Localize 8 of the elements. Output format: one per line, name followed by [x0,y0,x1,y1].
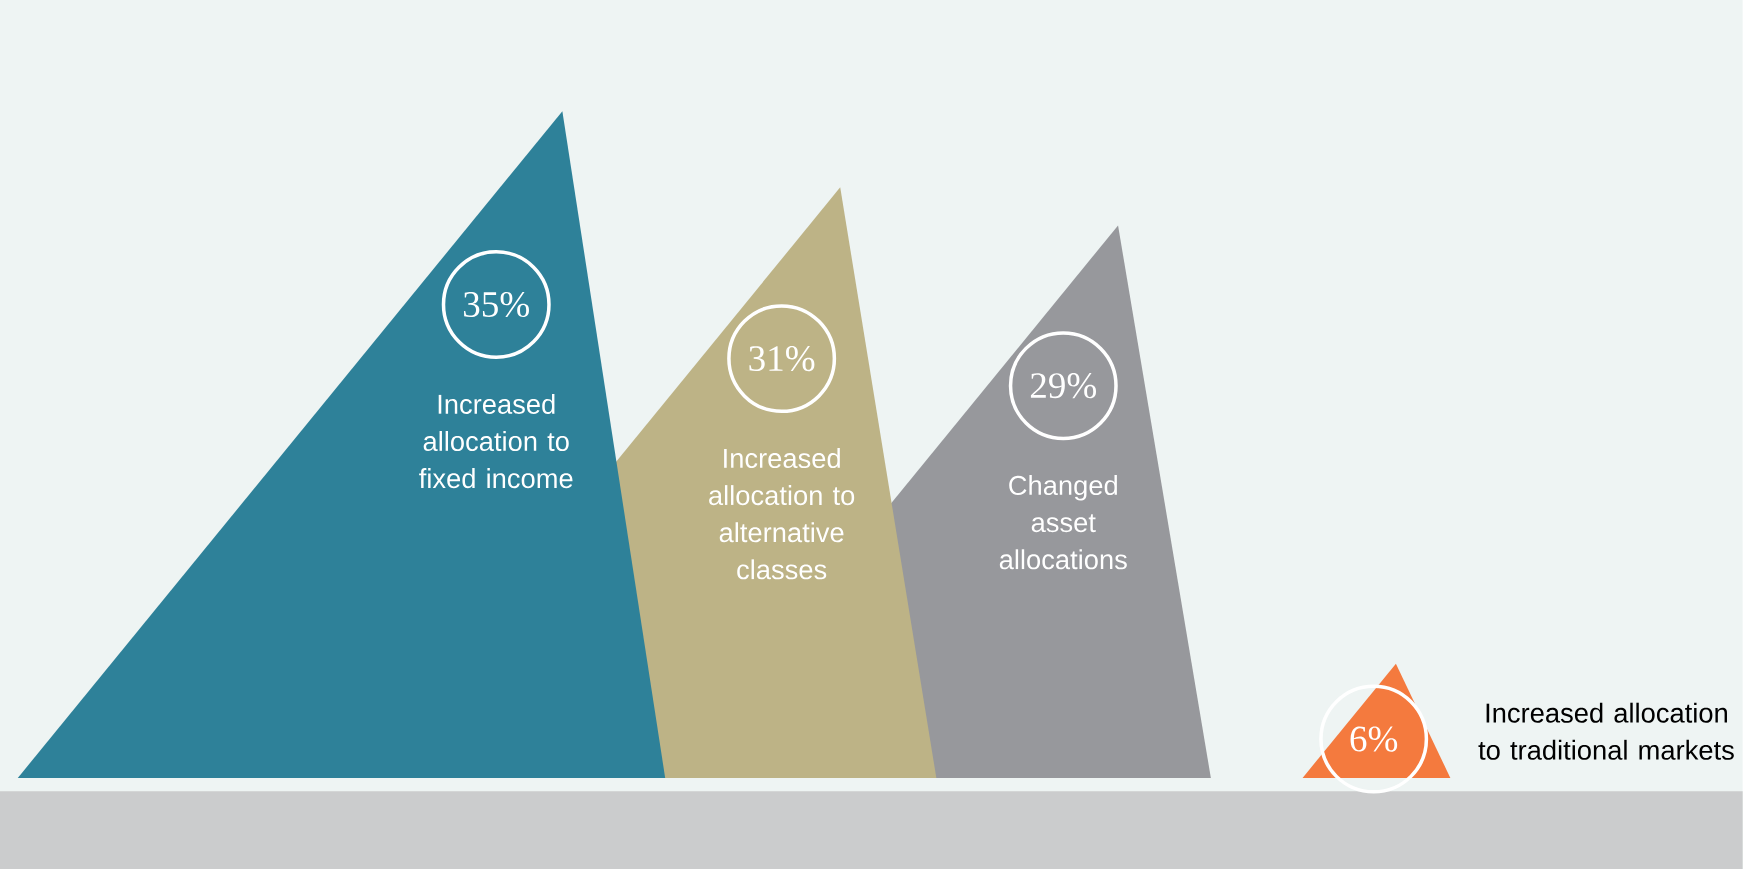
category-label: Increased allocation to alternative classes [709,447,855,580]
data-label: 31% [749,345,815,372]
category-label: Increased allocation to fixed income [419,393,573,489]
data-label: 35% [464,291,529,318]
data-label: 29% [1030,373,1097,399]
category-label: Increased allocation to traditional markets [1478,702,1734,760]
category-label: Changed asset allocations [999,475,1127,570]
data-label: 6% [1350,726,1398,752]
